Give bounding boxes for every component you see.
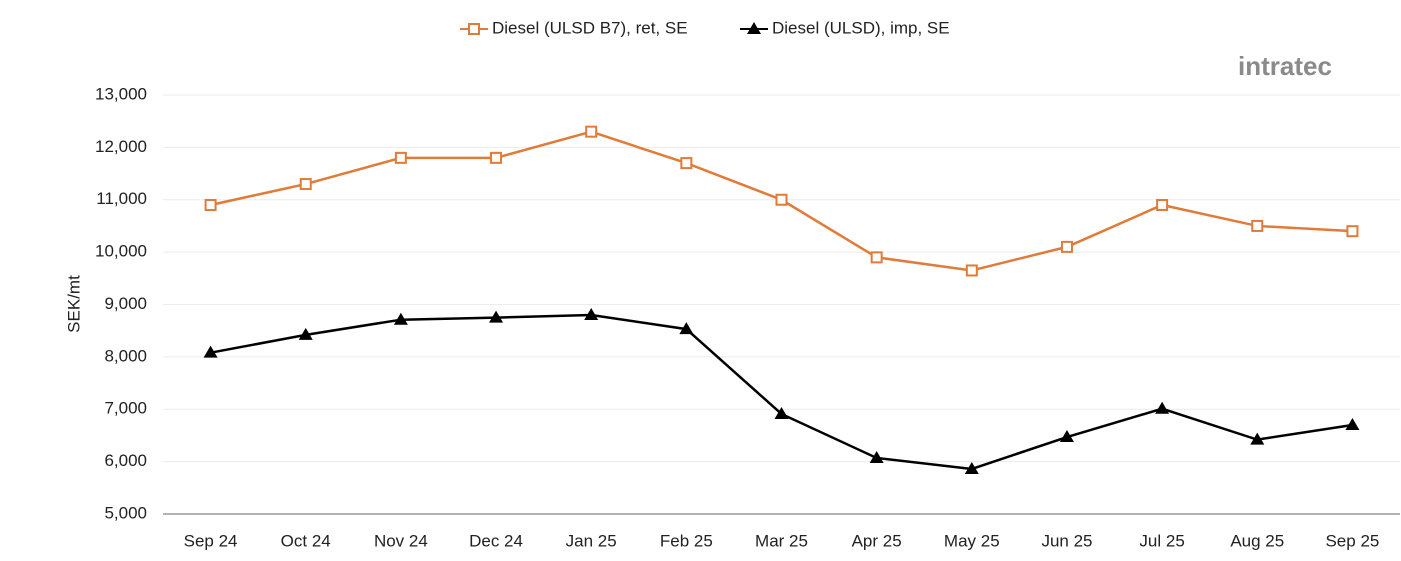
y-axis-label: SEK/mt (64, 275, 83, 333)
x-tick-label: Aug 25 (1230, 531, 1284, 550)
marker (1060, 240, 1073, 253)
legend-label: Diesel (ULSD B7), ret, SE (492, 18, 688, 37)
legend-marker (468, 23, 480, 35)
marker (1059, 430, 1074, 443)
x-tick-label: Apr 25 (852, 531, 902, 550)
x-tick-label: Jan 25 (566, 531, 617, 550)
x-tick-label: Jun 25 (1041, 531, 1092, 550)
y-tick-label: 10,000 (95, 242, 147, 261)
marker (204, 198, 217, 211)
marker (680, 157, 693, 170)
marker (869, 450, 884, 463)
marker (1156, 198, 1169, 211)
y-tick-label: 12,000 (95, 137, 147, 156)
marker (298, 327, 313, 340)
marker (1250, 432, 1265, 445)
x-tick-label: Feb 25 (660, 531, 713, 550)
marker (203, 345, 218, 358)
marker (964, 461, 979, 474)
marker (1346, 225, 1359, 238)
marker (299, 178, 312, 191)
marker (679, 322, 694, 335)
x-tick-label: Sep 24 (184, 531, 238, 550)
series-line (210, 313, 1353, 471)
marker (775, 193, 788, 206)
marker (584, 307, 599, 320)
x-tick-label: Oct 24 (281, 531, 331, 550)
marker (489, 310, 504, 323)
marker (774, 406, 789, 419)
marker (490, 151, 503, 164)
marker (870, 251, 883, 264)
x-tick-label: May 25 (944, 531, 1000, 550)
x-tick-label: Nov 24 (374, 531, 428, 550)
y-tick-label: 5,000 (104, 503, 147, 522)
y-tick-label: 13,000 (95, 84, 147, 103)
marker (1345, 417, 1360, 430)
marker (965, 264, 978, 277)
marker (1155, 401, 1170, 414)
x-tick-label: Jul 25 (1139, 531, 1184, 550)
marker (585, 125, 598, 138)
y-tick-label: 11,000 (96, 189, 147, 208)
x-tick-label: Dec 24 (469, 531, 523, 550)
x-tick-label: Sep 25 (1325, 531, 1379, 550)
x-tick-label: Mar 25 (755, 531, 808, 550)
marker (394, 151, 407, 164)
logo: intratec (1238, 51, 1332, 81)
legend-marker (747, 22, 761, 34)
marker (1251, 219, 1264, 232)
y-tick-label: 7,000 (104, 399, 147, 418)
marker (393, 312, 408, 325)
legend-label: Diesel (ULSD), imp, SE (772, 18, 950, 37)
y-tick-label: 9,000 (104, 294, 147, 313)
y-tick-label: 8,000 (104, 346, 147, 365)
y-tick-label: 6,000 (104, 451, 147, 470)
